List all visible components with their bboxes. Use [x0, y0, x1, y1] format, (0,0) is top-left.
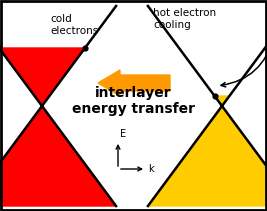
Polygon shape	[148, 106, 267, 206]
Text: interlayer
energy transfer: interlayer energy transfer	[72, 86, 195, 116]
Text: k: k	[148, 164, 154, 174]
Text: E: E	[120, 129, 126, 139]
Polygon shape	[0, 106, 116, 206]
Text: cold
electrons: cold electrons	[50, 14, 98, 36]
Polygon shape	[215, 96, 229, 106]
FancyArrow shape	[98, 70, 170, 96]
Text: hot electron
cooling: hot electron cooling	[153, 8, 216, 30]
Polygon shape	[0, 48, 85, 106]
